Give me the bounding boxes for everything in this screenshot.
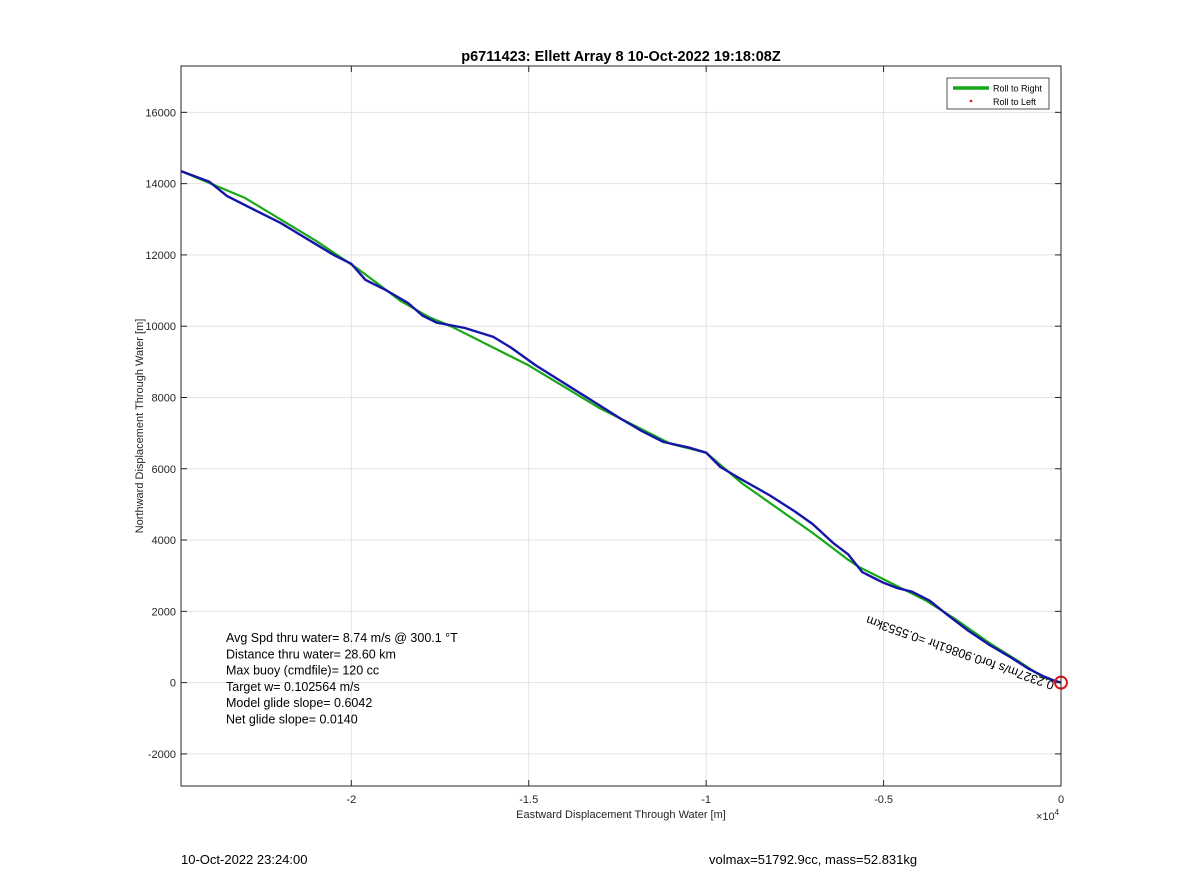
chart-title: p6711423: Ellett Array 8 10-Oct-2022 19:… [461,49,781,65]
grid [181,66,1062,786]
y-tick-label: 10000 [145,321,176,333]
stats-line: Net glide slope= 0.0140 [226,713,358,727]
axes-box [180,65,1062,787]
stats-line: Model glide slope= 0.6042 [226,696,372,710]
footer-timestamp: 10-Oct-2022 23:24:00 [181,852,308,867]
x-exponent-power: 4 [1055,808,1060,817]
stats-annotation: Avg Spd thru water= 8.74 m/s @ 300.1 °T D… [226,631,458,727]
y-axis-label: Northward Displacement Through Water [m] [134,319,146,534]
y-tick-label: 6000 [152,464,176,476]
series-line-0 [180,170,1062,684]
x-exponent-base: ×10 [1036,811,1055,823]
x-tick-label: -0.5 [874,794,893,806]
x-tick-label: -2 [346,794,356,806]
x-axis-exponent: ×104 [1036,808,1060,823]
stats-line: Distance thru water= 28.60 km [226,647,396,661]
y-tick-label: -2000 [148,749,176,761]
y-tick-label: 12000 [145,250,176,262]
legend-label-roll-right: Roll to Right [993,84,1043,94]
legend-label-roll-left: Roll to Left [993,97,1037,107]
x-tick-label: -1.5 [519,794,538,806]
ticks: -2 -1.5 -1 -0.5 0 -2000 0 2000 4000 6000 8000 10000… [145,66,1064,806]
y-tick-label: 14000 [145,179,176,191]
stats-line: Max buoy (cmdfile)= 120 cc [226,664,379,678]
y-tick-label: 16000 [145,107,176,119]
x-axis-label: Eastward Displacement Through Water [m] [516,809,726,821]
y-tick-label: 8000 [152,392,176,404]
series-line-2 [180,169,1062,684]
legend-box [946,77,1050,110]
legend: Roll to Right Roll to Left [946,77,1050,110]
x-tick-label: -1 [701,794,711,806]
stats-line: Target w= 0.102564 m/s [226,680,360,694]
y-tick-label: 0 [170,678,176,690]
y-tick-label: 2000 [152,606,176,618]
legend-marker-roll-left [969,99,973,103]
y-tick-label: 4000 [152,535,176,547]
stats-line: Avg Spd thru water= 8.74 m/s @ 300.1 °T [226,631,458,645]
footer-volmax-mass: volmax=51792.9cc, mass=52.831kg [709,852,918,867]
x-tick-label: 0 [1058,794,1064,806]
